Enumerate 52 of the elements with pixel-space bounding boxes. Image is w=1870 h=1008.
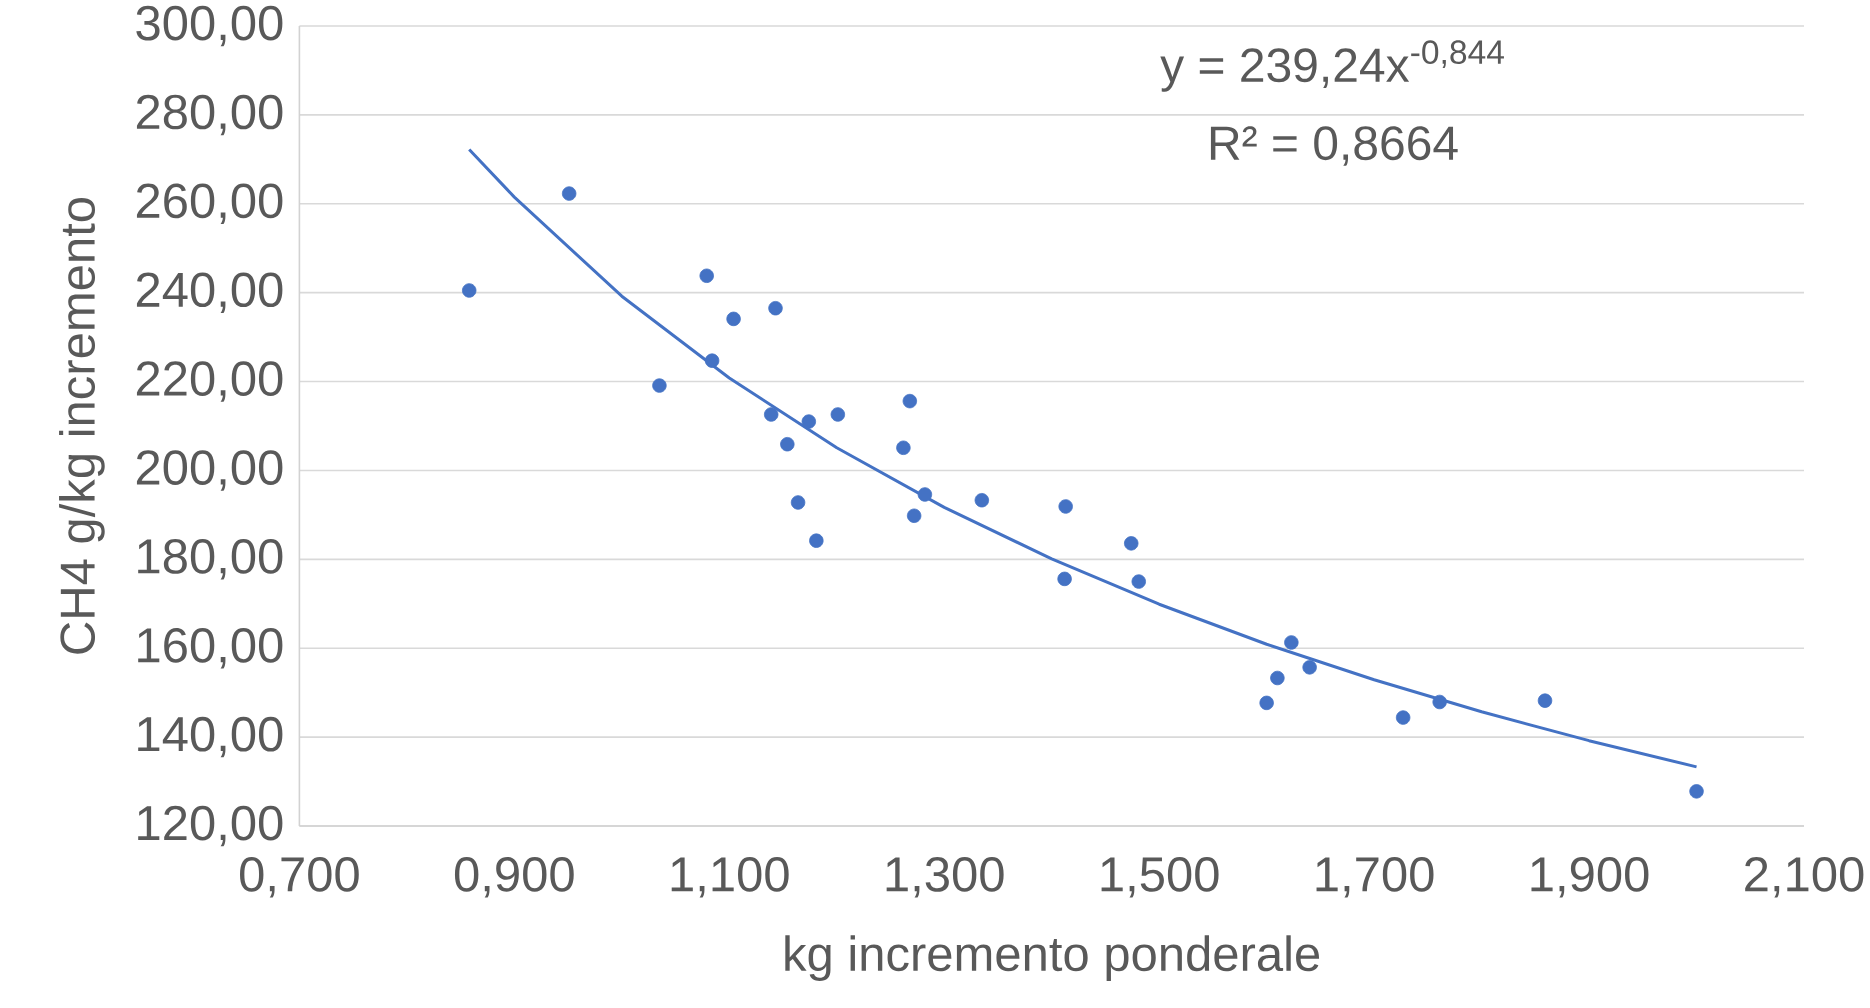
point xyxy=(764,407,779,422)
x-tick-label: 0,900 xyxy=(454,857,574,898)
point xyxy=(561,186,577,201)
y-tick-label: 220,00 xyxy=(136,361,283,402)
y-tick-label: 160,00 xyxy=(138,627,283,669)
x-axis-title: kg incremento ponderale xyxy=(785,935,1320,981)
point xyxy=(906,508,922,523)
point xyxy=(896,440,911,455)
point xyxy=(726,311,741,327)
x-tick-label: 1,100 xyxy=(671,857,789,898)
point xyxy=(902,393,918,409)
point xyxy=(1259,695,1274,711)
point xyxy=(704,353,720,368)
point xyxy=(1131,574,1146,589)
point xyxy=(768,301,783,316)
point xyxy=(1124,536,1139,551)
point xyxy=(1057,571,1072,587)
point xyxy=(1284,635,1299,650)
point xyxy=(1302,660,1317,675)
y-tick-label: 140,00 xyxy=(138,716,283,758)
y-tick-label: 300,00 xyxy=(136,5,283,47)
point xyxy=(1537,693,1553,708)
x-tick-label: 1,700 xyxy=(1316,857,1434,898)
x-tick-label: 2,100 xyxy=(1745,857,1864,898)
y-axis-title: CH4 g/kg incremento xyxy=(59,198,105,654)
point xyxy=(809,533,824,548)
x-tick-label: 0,700 xyxy=(240,857,359,898)
point xyxy=(780,437,795,452)
point xyxy=(974,493,990,508)
point xyxy=(1432,694,1447,710)
point xyxy=(1395,710,1411,725)
point xyxy=(1270,670,1285,686)
x-tick-label: 1,900 xyxy=(1531,857,1649,898)
x-tick-label: 1,500 xyxy=(1101,857,1219,898)
x-tick-label: 1,300 xyxy=(886,857,1004,898)
y-tick-label: 240,00 xyxy=(136,272,283,313)
point xyxy=(917,487,933,502)
point xyxy=(1058,499,1073,514)
point xyxy=(699,268,714,283)
y-tick-label: 180,00 xyxy=(138,539,283,580)
point xyxy=(801,414,817,429)
y-tick-label: 120,00 xyxy=(138,805,283,847)
point xyxy=(462,283,477,298)
point xyxy=(790,495,806,510)
point xyxy=(830,407,846,422)
y-tick-label: 260,00 xyxy=(136,183,283,225)
point xyxy=(652,378,667,393)
y-tick-label: 280,00 xyxy=(136,94,283,136)
annotation: R² = 0,8664 xyxy=(1210,126,1458,166)
annotation: y = 239,24x$^{-0,844}$ xyxy=(1160,40,1504,92)
y-tick-label: 200,00 xyxy=(136,450,283,491)
point xyxy=(1689,784,1704,799)
